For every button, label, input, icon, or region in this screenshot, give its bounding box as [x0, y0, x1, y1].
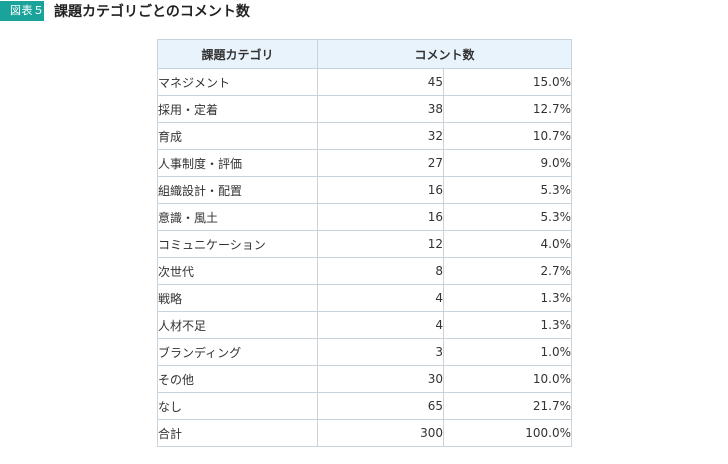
table-row: 人事制度・評価 27 9.0% [157, 149, 573, 177]
count-cell: 300 [317, 419, 444, 447]
percent-cell: 1.0% [442, 338, 573, 366]
category-cell: 育成 [157, 122, 318, 150]
percent-cell: 21.7% [442, 392, 573, 420]
count-cell: 45 [317, 68, 444, 96]
count-cell: 3 [317, 338, 444, 366]
category-cell: 人事制度・評価 [157, 149, 318, 177]
header-category: 課題カテゴリ [157, 39, 318, 69]
table-row: 採用・定着 38 12.7% [157, 95, 573, 123]
table-row: 合計 300 100.0% [157, 419, 573, 447]
table-body: マネジメント 45 15.0% 採用・定着 38 12.7% 育成 32 10.7% 人事制度・評… [157, 68, 573, 447]
table-row: 戦略 4 1.3% [157, 284, 573, 312]
percent-cell: 100.0% [442, 419, 573, 447]
table-row: 育成 32 10.7% [157, 122, 573, 150]
header-comment-count: コメント数 [316, 39, 573, 69]
percent-cell: 4.0% [442, 230, 573, 258]
percent-cell: 2.7% [442, 257, 573, 285]
percent-cell: 9.0% [442, 149, 573, 177]
table-row: ブランディング 3 1.0% [157, 338, 573, 366]
category-cell: 次世代 [157, 257, 318, 285]
percent-cell: 15.0% [442, 68, 573, 96]
figure-title: 課題カテゴリごとのコメント数 [54, 4, 250, 20]
table-row: その他 30 10.0% [157, 365, 573, 393]
count-cell: 65 [317, 392, 444, 420]
table-header-row: 課題カテゴリ コメント数 [157, 39, 573, 69]
percent-cell: 10.0% [442, 365, 573, 393]
category-cell: なし [157, 392, 318, 420]
count-cell: 16 [317, 176, 444, 204]
count-cell: 38 [317, 95, 444, 123]
count-cell: 30 [317, 365, 444, 393]
count-cell: 4 [317, 311, 444, 339]
category-cell: 人材不足 [157, 311, 318, 339]
percent-cell: 5.3% [442, 176, 573, 204]
comment-count-table: 課題カテゴリ コメント数 マネジメント 45 15.0% 採用・定着 38 12.7% 育成… [157, 39, 573, 447]
percent-cell: 5.3% [442, 203, 573, 231]
percent-cell: 10.7% [442, 122, 573, 150]
count-cell: 8 [317, 257, 444, 285]
table-row: マネジメント 45 15.0% [157, 68, 573, 96]
category-cell: 合計 [157, 419, 318, 447]
table-row: コミュニケーション 12 4.0% [157, 230, 573, 258]
percent-cell: 12.7% [442, 95, 573, 123]
table-row: 人材不足 4 1.3% [157, 311, 573, 339]
percent-cell: 1.3% [442, 311, 573, 339]
table-row: 意識・風土 16 5.3% [157, 203, 573, 231]
count-cell: 4 [317, 284, 444, 312]
table-row: 組織設計・配置 16 5.3% [157, 176, 573, 204]
category-cell: ブランディング [157, 338, 318, 366]
percent-cell: 1.3% [442, 284, 573, 312]
figure-badge: 図表５ [0, 1, 44, 21]
category-cell: マネジメント [157, 68, 318, 96]
count-cell: 12 [317, 230, 444, 258]
category-cell: 組織設計・配置 [157, 176, 318, 204]
count-cell: 32 [317, 122, 444, 150]
category-cell: 意識・風土 [157, 203, 318, 231]
figure-header: 図表５ 課題カテゴリごとのコメント数 [0, 0, 250, 22]
category-cell: その他 [157, 365, 318, 393]
count-cell: 27 [317, 149, 444, 177]
table-row: なし 65 21.7% [157, 392, 573, 420]
count-cell: 16 [317, 203, 444, 231]
category-cell: コミュニケーション [157, 230, 318, 258]
table-row: 次世代 8 2.7% [157, 257, 573, 285]
category-cell: 戦略 [157, 284, 318, 312]
category-cell: 採用・定着 [157, 95, 318, 123]
